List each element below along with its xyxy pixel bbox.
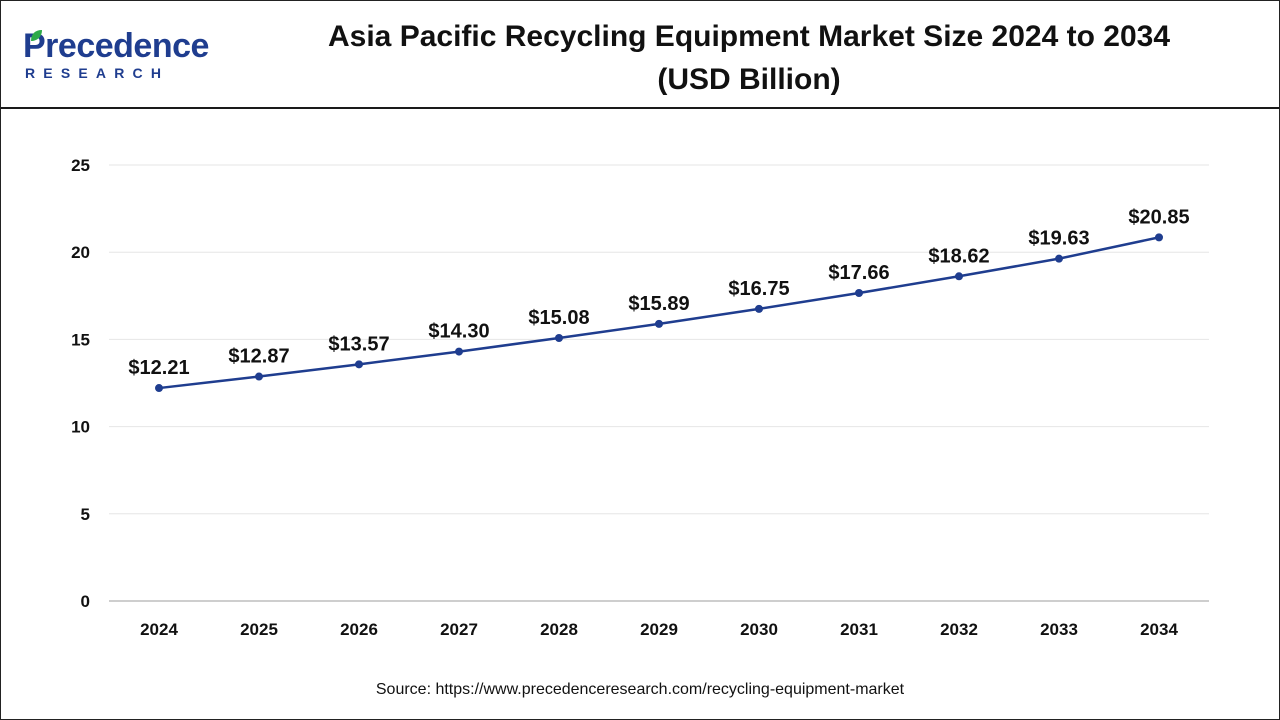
chart-title-line1: Asia Pacific Recycling Equipment Market … [327,20,1171,53]
data-point [955,272,963,281]
x-tick-label: 2032 [940,620,978,639]
brand-name: Precedence [23,27,209,65]
data-label: $15.08 [528,307,589,329]
y-axis-ticks: 0 5 10 15 20 25 [71,156,90,611]
chart-title-line2: (USD Billion) [657,63,841,96]
x-axis-ticks: 2024 2025 2026 2027 2028 2029 2030 2031 2032 2033… [140,620,1178,639]
y-tick-label: 5 [81,505,90,524]
x-tick-label: 2026 [340,620,378,639]
x-tick-label: 2034 [1140,620,1178,639]
chart-title: Asia Pacific Recycling Equipment Market … [251,15,1247,101]
leaf-icon [31,30,42,41]
data-point [1155,233,1163,242]
data-point [755,304,763,313]
data-label: $13.57 [328,333,389,355]
x-tick-label: 2024 [140,620,178,639]
data-label: $12.21 [128,357,189,379]
brand-subtitle: RESEARCH [25,65,170,81]
data-label: $14.30 [428,321,489,343]
data-point [155,384,163,393]
y-tick-label: 10 [71,418,90,437]
grid-lines [109,164,1209,515]
source-note: Source: https://www.precedenceresearch.c… [375,681,905,698]
chart-area: 0 5 10 15 20 25 2024 2025 2026 2027 2028 2029 2030 2… [1,109,1279,719]
data-label: $12.87 [228,346,289,368]
x-tick-label: 2025 [240,620,278,639]
x-tick-label: 2031 [840,620,878,639]
data-labels: $12.21 $12.87 $13.57 $14.30 $15.08 $15.89 $16.… [128,206,1189,379]
x-tick-label: 2028 [540,620,578,639]
data-point [255,372,263,381]
data-point [1055,254,1063,263]
x-tick-label: 2029 [640,620,678,639]
data-label: $19.63 [1028,228,1089,250]
data-point [655,319,663,328]
data-label: $17.66 [828,262,889,284]
brand-logo: Precedence RESEARCH [23,27,223,83]
data-label: $16.75 [728,278,789,300]
data-label: $20.85 [1128,206,1189,228]
data-label: $18.62 [928,245,989,267]
y-tick-label: 20 [71,243,90,262]
header: Precedence RESEARCH Asia Pacific Recycli… [1,1,1279,109]
x-tick-label: 2030 [740,620,778,639]
y-tick-label: 0 [81,592,90,611]
data-points [155,233,1163,393]
data-label: $15.89 [628,293,689,315]
data-point [455,347,463,356]
x-tick-label: 2027 [440,620,478,639]
y-tick-label: 15 [71,330,90,349]
y-tick-label: 25 [71,156,90,175]
data-point [555,334,563,343]
x-tick-label: 2033 [1040,620,1078,639]
data-point [855,289,863,298]
data-point [355,360,363,369]
